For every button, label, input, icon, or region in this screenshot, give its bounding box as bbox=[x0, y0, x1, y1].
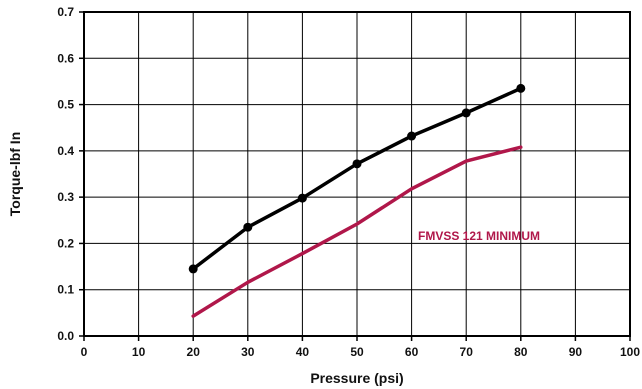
x-tick-labels: 0 10 20 30 40 50 60 70 80 90 100 bbox=[81, 345, 641, 359]
series-0-point bbox=[297, 193, 307, 203]
x-tick-label: 90 bbox=[569, 345, 583, 359]
series-0-point bbox=[352, 159, 362, 169]
y-tick-label: 0.7 bbox=[57, 5, 74, 19]
y-tick-label: 0.4 bbox=[57, 144, 74, 158]
x-tick-label: 40 bbox=[296, 345, 310, 359]
x-tick-label: 20 bbox=[187, 345, 201, 359]
series-0-point bbox=[243, 222, 253, 232]
x-tick-label: 60 bbox=[405, 345, 419, 359]
x-tick-label: 80 bbox=[514, 345, 528, 359]
y-tick-label: 0.6 bbox=[57, 51, 74, 65]
x-tick-label: 10 bbox=[132, 345, 146, 359]
series-label-fmvss: FMVSS 121 MINIMUM bbox=[418, 229, 540, 243]
x-tick-label: 50 bbox=[350, 345, 364, 359]
y-tick-labels: 0.0 0.1 0.2 0.3 0.4 0.5 0.6 0.7 bbox=[57, 5, 74, 343]
y-axis-title: Torque-lbf In bbox=[7, 132, 23, 217]
y-tick-label: 0.2 bbox=[57, 236, 74, 250]
x-tick-label: 30 bbox=[241, 345, 255, 359]
x-tick-label: 0 bbox=[81, 345, 88, 359]
grid bbox=[79, 11, 631, 341]
series-0-point bbox=[407, 131, 417, 141]
series-layer bbox=[188, 83, 526, 318]
y-tick-label: 0.5 bbox=[57, 98, 74, 112]
y-tick-label: 0.0 bbox=[57, 329, 74, 343]
x-tick-label: 100 bbox=[620, 345, 640, 359]
y-tick-label: 0.1 bbox=[57, 283, 74, 297]
x-tick-label: 70 bbox=[460, 345, 474, 359]
x-axis-title: Pressure (psi) bbox=[310, 370, 403, 386]
plot-frame bbox=[83, 11, 631, 337]
series-1-line bbox=[191, 145, 523, 318]
series-0-point bbox=[461, 108, 471, 118]
series-0-point bbox=[516, 83, 526, 93]
y-tick-label: 0.3 bbox=[57, 190, 74, 204]
series-0-point bbox=[188, 264, 198, 274]
